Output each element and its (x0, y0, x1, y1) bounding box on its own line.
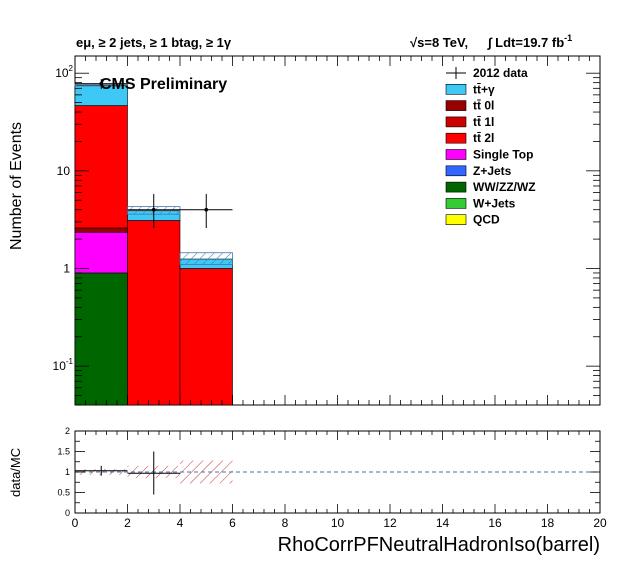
y-tick-label-3: 102 (55, 64, 73, 80)
legend-entry-1: tt̄+γ (445, 82, 495, 96)
lumi-text: ∫ Ldt=19.7 fb (487, 35, 564, 50)
legend-label: tt̄ 2l (473, 131, 494, 145)
ratio-y-tick-label-1: 0.5 (57, 488, 70, 498)
bar-tt0l-bin-0 (74, 227, 128, 233)
legend-label: tt̄ 1l (473, 115, 494, 129)
legend-entry-2: tt̄ 0l (445, 99, 494, 113)
main-data-points (75, 79, 233, 228)
legend-entry-7: WW/ZZ/WZ (445, 180, 536, 194)
legend-label: WW/ZZ/WZ (473, 180, 536, 194)
x-tick-label-5: 10 (331, 516, 345, 530)
y-tick-base: 10 (57, 164, 71, 178)
ratio-y-tick-label-4: 2 (65, 426, 70, 436)
ratio-points (75, 451, 180, 495)
data-point-1 (127, 193, 180, 228)
lumi-label: ∫ Ldt=19.7 fb-1 (487, 33, 572, 50)
legend: 2012 data tt̄+γ tt̄ 0l tt̄ 1l tt̄ 2l Single T… (445, 66, 536, 227)
legend-entry-0: 2012 data (446, 66, 528, 80)
x-tick-label-9: 18 (541, 516, 555, 530)
ratio-band-bin-2 (180, 460, 233, 484)
energy-label: √s=8 TeV, (410, 35, 468, 50)
bar-tt2l-bin-1 (127, 220, 181, 406)
legend-entry-5: Single Top (445, 148, 533, 162)
x-tick-label-8: 16 (488, 516, 502, 530)
y-tick-label-0: 10-1 (53, 357, 74, 373)
x-tick-label-3: 6 (229, 516, 236, 530)
data-point-2 (180, 193, 233, 228)
legend-entry-8: W+Jets (445, 196, 516, 210)
y-tick-exp: -1 (66, 357, 74, 366)
x-tick-label-4: 8 (282, 516, 289, 530)
y-tick-base: 10 (53, 359, 67, 373)
legend-entry-6: Z+Jets (445, 164, 512, 178)
bar-singletop-bin-0 (74, 231, 128, 274)
legend-label: Single Top (473, 148, 533, 162)
x-tick-label-1: 2 (124, 516, 131, 530)
x-axis-title: RhoCorrPFNeutralHadronIso(barrel) (278, 534, 600, 556)
y-tick-base: 1 (63, 261, 70, 275)
main-x-axis (74, 56, 601, 405)
bar-tt2l-bin-0 (74, 105, 128, 229)
ratio-y-tick-label-0: 0 (65, 508, 70, 518)
ratio-y-axis: 0 0.5 1 1.5 2 (57, 426, 600, 518)
x-tick-label-6: 12 (383, 516, 397, 530)
legend-label: W+Jets (473, 196, 516, 210)
ratio-point-1 (127, 451, 180, 495)
legend-label: tt̄+γ (473, 82, 495, 96)
y-tick-exp: 2 (69, 64, 74, 73)
data-point-0 (75, 79, 128, 89)
ratio-y-tick-label-3: 1.5 (57, 447, 70, 457)
ratio-y-axis-title: data/MC (8, 448, 23, 497)
legend-label: 2012 data (473, 66, 528, 80)
bar-vv-bin-0 (74, 272, 128, 406)
selection-title: eμ, ≥ 2 jets, ≥ 1 btag, ≥ 1γ (76, 35, 232, 50)
lumi-exponent: -1 (564, 33, 572, 43)
x-tick-label-7: 14 (436, 516, 450, 530)
legend-label: Z+Jets (473, 164, 512, 178)
cms-preliminary-label: CMS Preliminary (100, 76, 227, 93)
x-tick-label-0: 0 (72, 516, 79, 530)
y-tick-base: 10 (55, 66, 69, 80)
ratio-x-axis: 0 2 4 6 8 10 12 14 16 18 20 (72, 431, 607, 530)
y-tick-label-1: 1 (63, 261, 70, 275)
legend-entry-9: QCD (445, 213, 500, 227)
legend-entry-3: tt̄ 1l (445, 115, 494, 129)
y-tick-label-2: 10 (57, 164, 71, 178)
y-axis-title: Number of Events (8, 122, 25, 250)
ratio-point-0 (75, 465, 128, 476)
x-tick-label-2: 4 (177, 516, 184, 530)
ratio-y-tick-label-2: 1 (65, 467, 70, 477)
bar-tt2l-bin-2 (179, 268, 233, 406)
mc-uncertainty-bin-2 (179, 252, 233, 265)
main-stacked-bars (74, 84, 233, 406)
legend-entry-4: tt̄ 2l (445, 131, 494, 145)
legend-label: tt̄ 0l (473, 99, 494, 113)
legend-label: QCD (473, 213, 500, 227)
x-tick-label-10: 20 (593, 516, 607, 530)
